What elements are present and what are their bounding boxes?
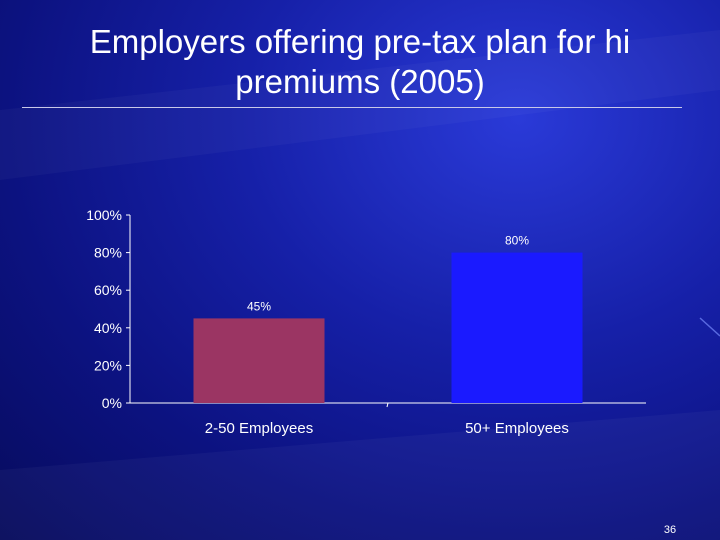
y-tick-label: 20% — [94, 357, 122, 373]
slide-title: Employers offering pre-tax plan for hi p… — [89, 23, 631, 100]
y-tick-label: 60% — [94, 282, 122, 298]
y-tick-label: 40% — [94, 320, 122, 336]
y-tick-label: 80% — [94, 245, 122, 261]
x-tick — [386, 402, 389, 408]
x-tick-label: 2-50 Employees — [205, 420, 313, 437]
y-tick-label: 0% — [102, 395, 122, 411]
data-label: 80% — [505, 234, 529, 248]
bar — [193, 318, 325, 403]
y-tick-label: 100% — [86, 207, 122, 223]
page-number: 36 — [663, 524, 677, 536]
title-divider — [22, 107, 682, 108]
bar — [451, 252, 583, 403]
x-tick-label: 50+ Employees — [465, 420, 569, 437]
data-label: 45% — [247, 299, 271, 313]
